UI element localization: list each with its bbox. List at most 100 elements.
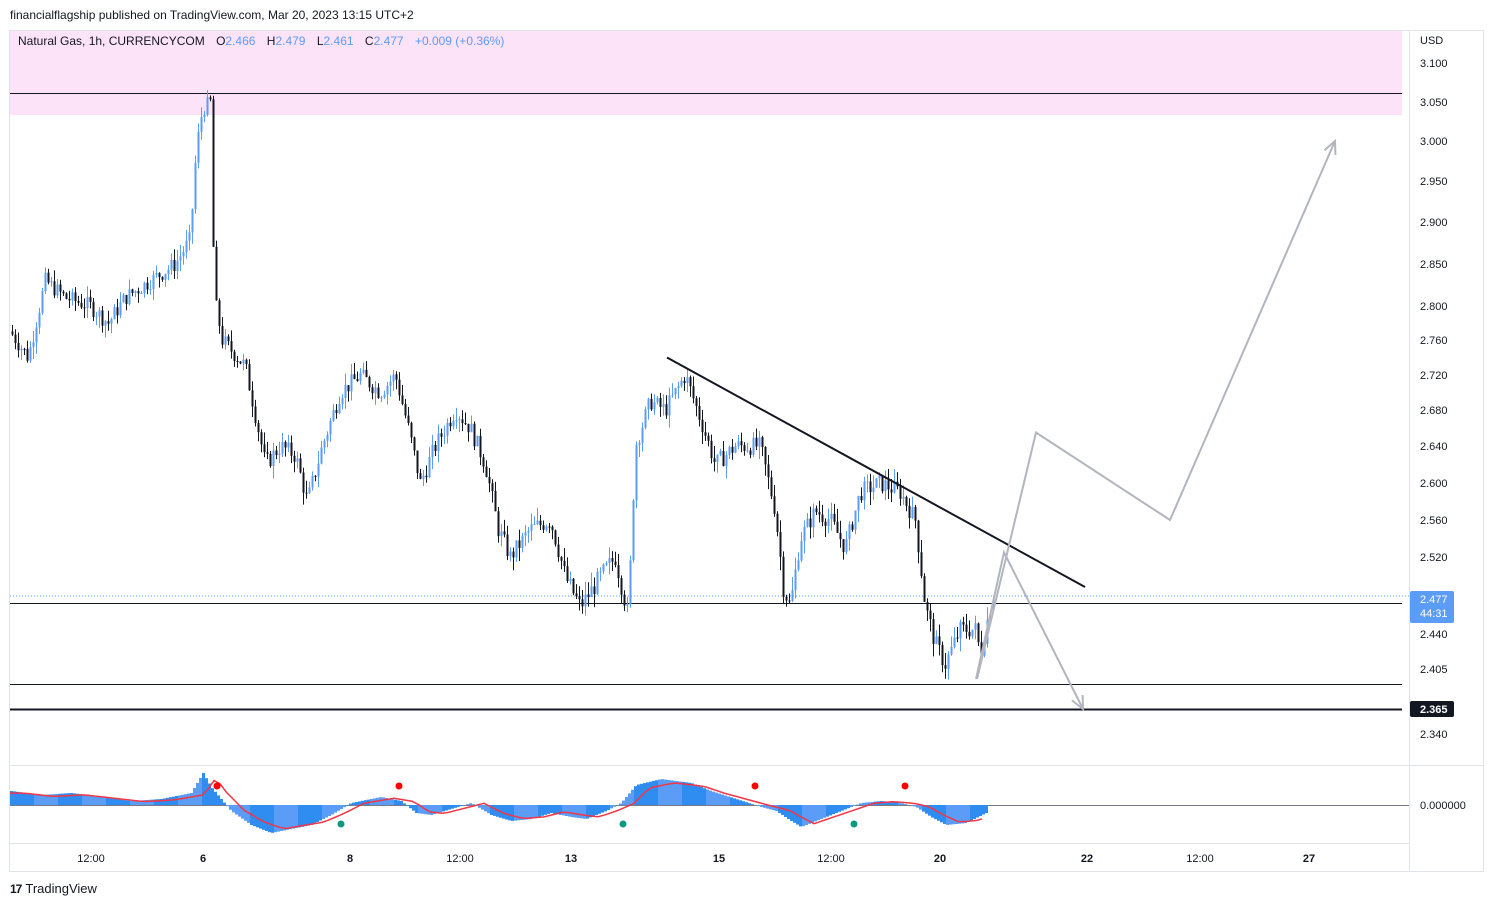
oscillator-bar (40, 795, 43, 805)
candle (707, 432, 710, 447)
oscillator-bar (700, 787, 703, 805)
oscillator-bar (982, 805, 985, 815)
oscillator-bar (790, 805, 793, 821)
oscillator-bar (388, 798, 391, 805)
oscillator-bar (97, 796, 100, 805)
oscillator-bar (778, 805, 781, 813)
candle (86, 286, 89, 319)
candle (788, 593, 791, 604)
oscillator-bar (202, 773, 205, 805)
oscillator-bar (340, 805, 343, 809)
oscillator-bar (295, 805, 298, 828)
candle (926, 598, 929, 621)
oscillator-bar (952, 805, 955, 825)
oscillator-bar (331, 805, 334, 815)
candle (884, 470, 887, 501)
time-tick-label: 22 (1081, 853, 1093, 865)
candle (224, 329, 227, 350)
oscillator-bar (964, 805, 967, 824)
candle (440, 428, 443, 447)
oscillator-bar (766, 805, 769, 809)
oscillator-bar (595, 805, 598, 815)
candle (269, 451, 272, 468)
candle (683, 377, 686, 391)
oscillator-bar (181, 794, 184, 805)
candle (476, 435, 479, 447)
candle (842, 539, 845, 560)
candle (182, 246, 185, 265)
oscillator-bar (322, 805, 325, 819)
oscillator-bar (190, 793, 193, 805)
oscillator-bar (151, 799, 154, 805)
bearish-projection-path[interactable] (975, 549, 1084, 710)
candle (872, 475, 875, 500)
candle (902, 485, 905, 505)
time-axis: 12:00 6 8 12:00 13 15 12:00 20 22 12:00 27 (77, 853, 1315, 865)
candle (521, 532, 524, 553)
candle (131, 288, 134, 297)
candle (569, 571, 572, 585)
oscillator-bar (739, 800, 742, 805)
oscillator-bar (436, 805, 439, 814)
tradingview-logo-icon: 17 (10, 881, 22, 896)
legend-close-label: C (365, 34, 374, 48)
sell-signal-dot (901, 782, 909, 790)
oscillator-bar (892, 802, 895, 805)
candle (518, 529, 521, 561)
candle (26, 340, 29, 363)
candle (938, 624, 941, 656)
oscillator-bar (292, 805, 295, 829)
candle (260, 429, 263, 453)
candle (794, 557, 797, 599)
candle (332, 404, 335, 422)
oscillator-bar (430, 805, 433, 815)
oscillator-bar (91, 795, 94, 805)
oscillator-bar (757, 805, 760, 807)
resistance-zone[interactable] (10, 31, 1402, 115)
oscillator-bar (127, 800, 130, 805)
descending-trendline[interactable] (666, 356, 1086, 588)
candle (293, 450, 296, 473)
candle (377, 383, 380, 399)
oscillator-bar (631, 789, 634, 805)
candle (908, 498, 911, 529)
candle (845, 530, 848, 555)
candle (962, 616, 965, 632)
drawings (666, 138, 1337, 712)
candle (416, 450, 419, 479)
oscillator-bar (139, 800, 142, 805)
candle (791, 576, 794, 603)
candle (389, 375, 392, 397)
candle (656, 395, 659, 405)
time-tick-label: 12:00 (1186, 853, 1214, 865)
publish-info: financialflagship published on TradingVi… (10, 8, 414, 22)
oscillator-bar (142, 800, 145, 805)
oscillator-bar (817, 805, 820, 821)
oscillator-bar (241, 805, 244, 819)
candle (812, 503, 815, 538)
price-tick-label: 2.405 (1420, 664, 1448, 676)
oscillator-bar (577, 805, 580, 818)
oscillator-bar (637, 784, 640, 805)
time-tick-label: 12:00 (817, 853, 845, 865)
candle (11, 324, 14, 336)
oscillator-bar (676, 781, 679, 805)
candle (929, 603, 932, 632)
sell-signal-dot (751, 782, 759, 790)
oscillator-bar (28, 793, 31, 805)
price-tick-label: 2.760 (1420, 335, 1448, 347)
candle (542, 520, 545, 533)
candle (740, 432, 743, 453)
candle (104, 320, 107, 338)
candle (905, 495, 908, 512)
candle (500, 523, 503, 547)
tradingview-brand[interactable]: 17 TradingView (10, 881, 97, 896)
oscillator-bar (442, 805, 445, 812)
oscillator-bar (118, 799, 121, 805)
candle (971, 629, 974, 639)
oscillator-bar (37, 794, 40, 805)
oscillator-bar (196, 783, 199, 805)
candle (356, 371, 359, 382)
bullish-projection-path[interactable] (976, 140, 1336, 680)
